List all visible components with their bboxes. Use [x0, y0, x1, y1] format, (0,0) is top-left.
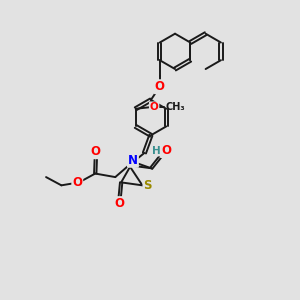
- Text: O: O: [115, 197, 125, 210]
- Text: CH₃: CH₃: [165, 102, 185, 112]
- Text: O: O: [155, 80, 165, 93]
- Text: N: N: [128, 154, 138, 167]
- Text: O: O: [91, 145, 101, 158]
- Text: S: S: [143, 179, 152, 192]
- Text: O: O: [150, 102, 158, 112]
- Text: O: O: [72, 176, 82, 189]
- Text: O: O: [161, 144, 171, 157]
- Text: H: H: [152, 146, 161, 156]
